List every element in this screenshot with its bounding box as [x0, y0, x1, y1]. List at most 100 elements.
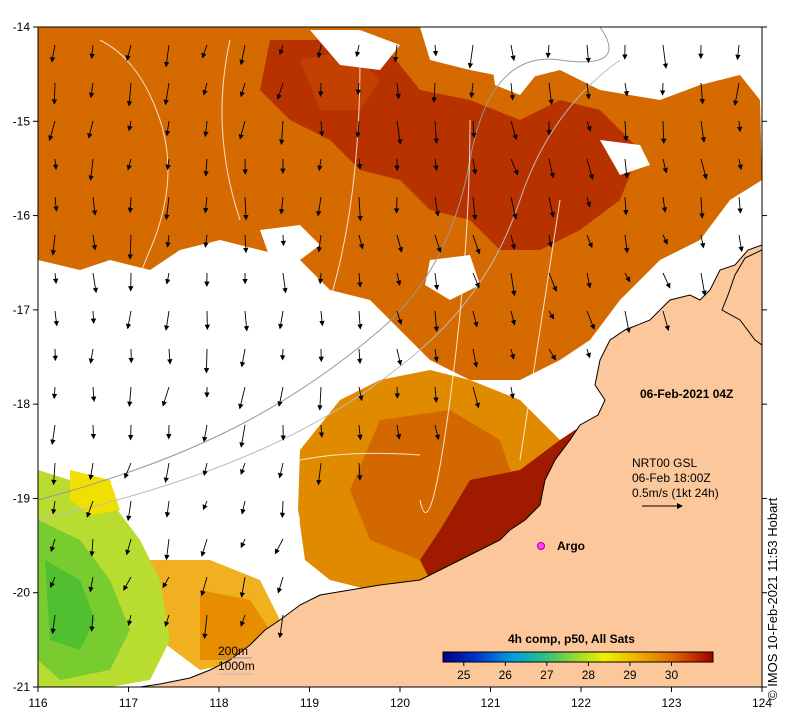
- current-arrow: [317, 386, 323, 411]
- current-arrow: [509, 386, 515, 400]
- current-arrow: [88, 348, 95, 364]
- current-arrow: [240, 538, 246, 549]
- current-arrow: [89, 614, 95, 632]
- current-arrow: [239, 348, 246, 368]
- current-arrow: [88, 82, 95, 99]
- current-arrow: [316, 234, 323, 253]
- credit-label: © IMOS 10-Feb-2021 11:53 Hobart: [765, 497, 780, 700]
- current-arrow: [164, 120, 171, 137]
- current-arrow: [90, 386, 97, 402]
- current-arrow: [319, 120, 325, 137]
- current-arrow: [393, 196, 400, 214]
- current-arrow: [49, 538, 56, 553]
- current-arrow: [53, 310, 59, 327]
- current-arrow: [659, 82, 666, 96]
- y-tick-label: -21: [13, 680, 31, 694]
- current-arrow: [510, 44, 516, 62]
- current-arrow: [239, 82, 246, 98]
- current-arrow: [49, 44, 56, 63]
- colorbar-ticks: 25 26 27 28 29 30: [457, 662, 678, 682]
- current-arrow: [279, 500, 286, 519]
- current-info-line3: 0.5m/s (1kt 24h): [632, 486, 719, 500]
- current-arrow: [357, 424, 363, 441]
- current-arrow: [87, 120, 94, 139]
- current-arrow: [585, 44, 591, 64]
- current-info-line2: 06-Feb 18:00Z: [632, 471, 711, 485]
- current-info-line1: NRT00 GSL: [632, 456, 697, 470]
- current-arrow: [357, 272, 363, 288]
- current-arrow: [127, 120, 133, 132]
- current-arrow: [585, 82, 591, 100]
- current-arrow: [623, 120, 629, 142]
- current-arrow: [202, 424, 208, 443]
- colorbar-tick-label: 25: [457, 668, 471, 682]
- current-arrow: [623, 82, 630, 97]
- current-arrow: [547, 234, 553, 248]
- current-arrow: [510, 196, 518, 220]
- x-tick-label: 121: [480, 696, 500, 710]
- current-arrow: [395, 424, 402, 440]
- current-arrow: [239, 424, 246, 448]
- current-arrow: [472, 196, 478, 221]
- current-arrow: [433, 310, 440, 332]
- current-arrow: [238, 120, 246, 140]
- current-arrow: [125, 310, 132, 330]
- current-arrow: [548, 196, 555, 218]
- current-arrow: [127, 614, 133, 627]
- argo-label: Argo: [557, 539, 585, 553]
- current-arrow: [472, 272, 480, 289]
- y-tick-label: -14: [13, 20, 31, 34]
- current-arrow: [52, 158, 59, 170]
- current-arrow: [282, 272, 288, 294]
- argo-float-marker[interactable]: [537, 542, 545, 550]
- current-arrow: [472, 386, 480, 409]
- current-arrow: [316, 196, 322, 217]
- current-arrow: [51, 462, 57, 486]
- current-arrow: [162, 576, 170, 589]
- current-arrow: [623, 158, 630, 179]
- current-arrow: [509, 348, 516, 360]
- x-tick-label: 122: [571, 696, 591, 710]
- current-arrow: [240, 462, 246, 475]
- current-arrow: [88, 576, 94, 593]
- current-arrow: [126, 500, 132, 522]
- current-arrow: [356, 158, 363, 170]
- current-arrow: [395, 82, 401, 100]
- y-tick-label: -20: [13, 586, 31, 600]
- current-arrow: [700, 272, 707, 297]
- current-arrow: [699, 82, 705, 105]
- current-arrow: [203, 120, 209, 138]
- current-arrow: [700, 158, 708, 180]
- current-arrow: [240, 500, 246, 515]
- bathymetry-legend-1000m: 1000m: [218, 659, 255, 673]
- current-arrow: [736, 120, 743, 133]
- current-arrow: [202, 462, 208, 477]
- current-arrow: [660, 120, 667, 144]
- current-arrow: [127, 234, 133, 260]
- current-arrow: [738, 234, 744, 253]
- current-arrow: [509, 82, 515, 101]
- colorbar-tick-label: 29: [623, 668, 637, 682]
- current-arrow: [163, 44, 170, 68]
- current-arrow: [662, 44, 669, 69]
- current-arrow: [202, 500, 208, 511]
- current-arrow: [91, 196, 98, 216]
- current-arrow: [200, 576, 208, 597]
- current-arrow: [699, 234, 706, 249]
- bathymetry-legend-200m: 200m: [218, 644, 248, 658]
- current-arrow: [472, 158, 478, 175]
- current-arrow: [393, 44, 399, 63]
- current-arrow: [90, 310, 97, 324]
- current-arrow: [164, 310, 170, 331]
- current-arrow: [469, 82, 475, 99]
- current-arrow: [240, 614, 246, 627]
- colorbar: [442, 651, 714, 663]
- current-arrow: [202, 82, 208, 96]
- current-arrow: [203, 234, 209, 248]
- current-arrow: [278, 44, 284, 56]
- y-tick-label: -16: [13, 209, 31, 223]
- current-arrow: [163, 462, 170, 483]
- y-tick-label: -15: [13, 114, 31, 128]
- current-arrow: [164, 614, 170, 628]
